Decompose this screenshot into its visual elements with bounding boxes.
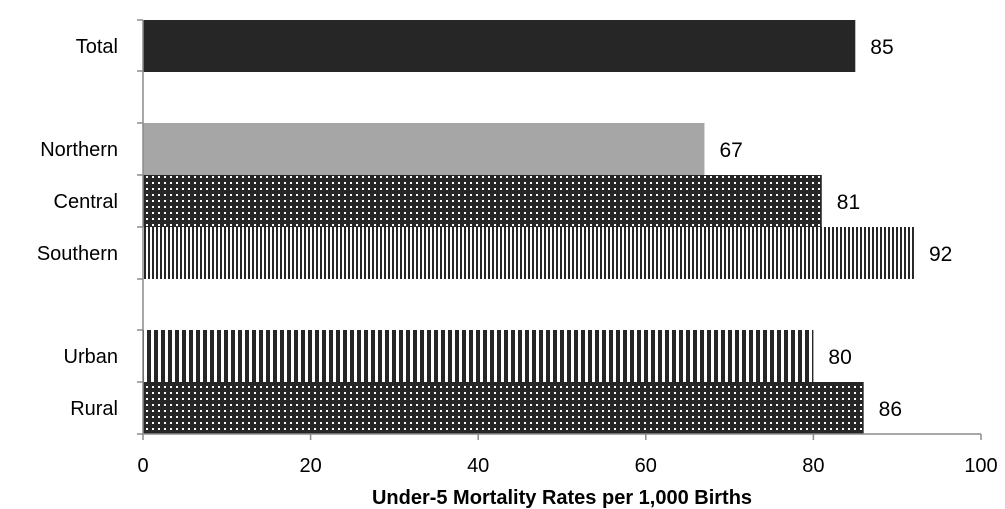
x-axis-title: Under-5 Mortality Rates per 1,000 Births bbox=[372, 487, 752, 509]
data-label-northern: 67 bbox=[719, 139, 742, 162]
x-tick-label: 80 bbox=[802, 455, 824, 477]
y-tick-marks bbox=[137, 19, 143, 435]
bar-rural bbox=[143, 382, 864, 434]
data-labels: 85 67 81 92 80 86 bbox=[719, 36, 952, 421]
category-label-northern: Northern bbox=[40, 139, 118, 161]
category-label-total: Total bbox=[76, 36, 118, 58]
category-labels: Total Northern Central Southern Urban Rural bbox=[37, 36, 118, 420]
data-label-southern: 92 bbox=[929, 243, 952, 266]
category-label-urban: Urban bbox=[64, 346, 118, 368]
bar-southern bbox=[143, 227, 914, 279]
data-label-rural: 86 bbox=[879, 398, 902, 421]
category-label-southern: Southern bbox=[37, 243, 118, 265]
bar-central bbox=[143, 175, 822, 227]
data-label-central: 81 bbox=[837, 191, 860, 214]
x-tick-label: 0 bbox=[137, 455, 148, 477]
bars bbox=[143, 20, 914, 434]
x-tick-label: 20 bbox=[299, 455, 321, 477]
plot-area: 0 20 40 60 80 100 Total Northern Central Souther… bbox=[37, 19, 998, 477]
data-label-total: 85 bbox=[870, 36, 893, 59]
bar-total bbox=[143, 20, 856, 72]
x-ticks: 0 20 40 60 80 100 bbox=[137, 434, 998, 477]
data-label-urban: 80 bbox=[828, 346, 851, 369]
bar-northern bbox=[143, 123, 705, 175]
bar-urban bbox=[143, 330, 814, 382]
x-tick-label: 60 bbox=[635, 455, 657, 477]
x-tick-label: 40 bbox=[467, 455, 489, 477]
category-label-central: Central bbox=[54, 191, 118, 213]
x-tick-label: 100 bbox=[964, 455, 997, 477]
category-label-rural: Rural bbox=[70, 398, 118, 420]
